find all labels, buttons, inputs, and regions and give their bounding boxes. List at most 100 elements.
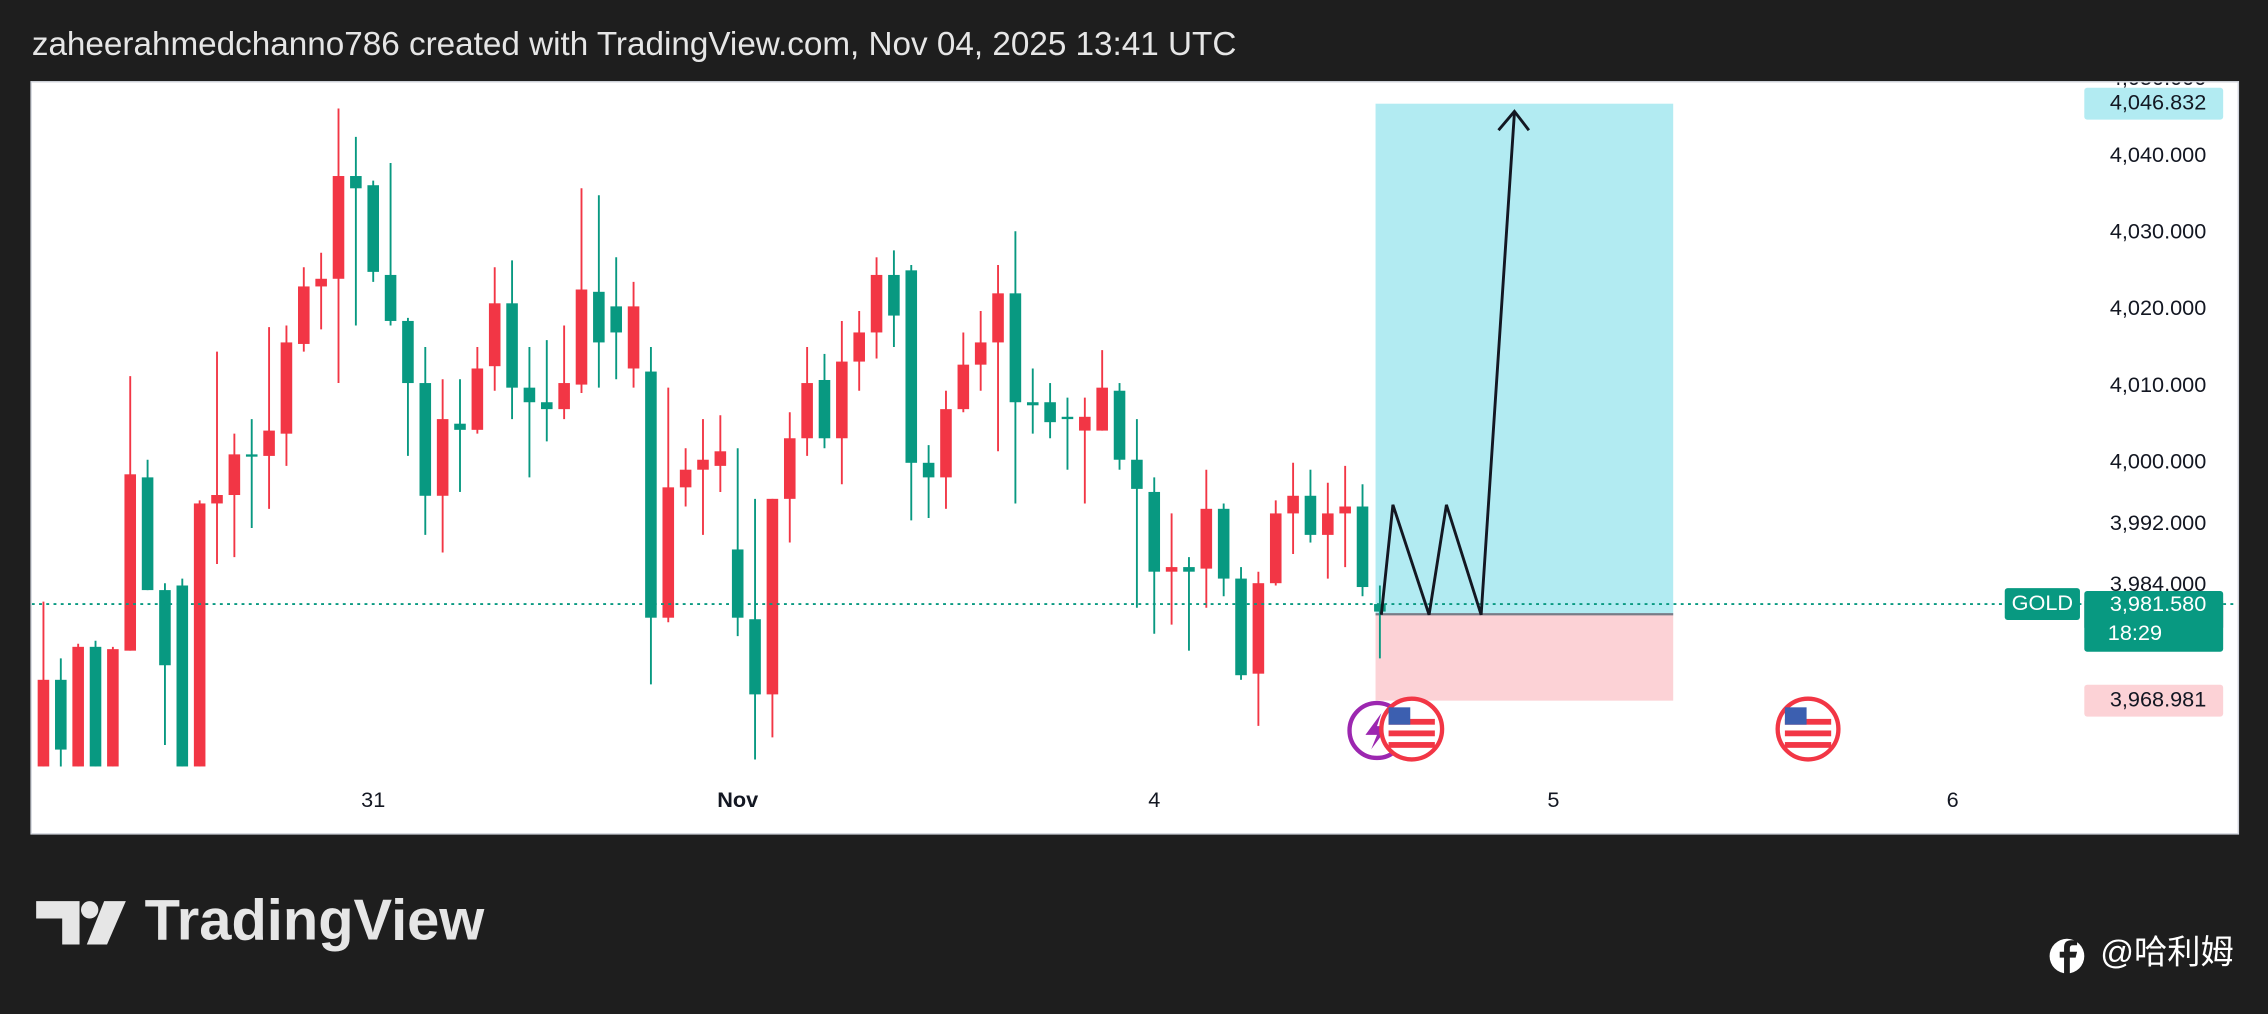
candle-body — [922, 462, 935, 478]
candle-body — [1374, 604, 1386, 612]
candle-body — [1044, 402, 1056, 423]
symbol-box — [2004, 588, 2080, 620]
candle-body — [228, 454, 241, 496]
event-icon-bolt — [1365, 713, 1389, 750]
candle-body — [1061, 416, 1074, 420]
candle-body — [89, 646, 102, 767]
last-price-label: 3,981.580 — [2110, 591, 2206, 616]
countdown-label: 18:29 — [2108, 620, 2162, 645]
candle-body — [488, 303, 501, 367]
candle-body — [1304, 495, 1317, 535]
projection-arrowhead — [1497, 109, 1531, 132]
y-tick-label: 4,020.000 — [2110, 295, 2206, 320]
candle-body — [888, 274, 900, 316]
x-tick-label: 6 — [1947, 787, 1959, 812]
watermark-icon — [2049, 938, 2085, 974]
candle-body — [783, 438, 796, 499]
candle-body — [679, 469, 692, 488]
candle-body — [1183, 567, 1195, 572]
plot-area — [30, 81, 2240, 835]
candle-body — [1009, 293, 1022, 403]
target-zone — [1375, 103, 1674, 615]
candle-body — [853, 332, 865, 362]
candle-body — [801, 383, 813, 439]
projection-path — [1379, 112, 1516, 616]
candle-body — [332, 176, 345, 279]
candle-body — [159, 590, 171, 666]
candle-body — [697, 459, 709, 470]
candle-body — [280, 342, 293, 434]
candle-body — [558, 383, 570, 410]
stop-zone — [1375, 614, 1674, 701]
candle-body — [575, 289, 588, 385]
candle-body — [454, 423, 466, 430]
brand-name: TradingView — [145, 889, 486, 953]
candle-body — [1217, 508, 1230, 579]
candle-body — [350, 176, 362, 189]
candle-body — [610, 306, 622, 333]
overlay-layer: 4,046.8323,980.2513,968.9813,981.58018:2… — [1347, 87, 2224, 762]
y-tick-label: 4,050.000 — [2110, 65, 2206, 90]
candle-body — [211, 495, 223, 504]
candle-body — [662, 487, 675, 618]
candle-body — [1235, 578, 1247, 676]
candle-body — [245, 454, 258, 457]
candle-body — [37, 679, 50, 767]
candle-body — [749, 619, 761, 695]
candle-body — [523, 387, 536, 403]
candle-body — [1165, 567, 1178, 572]
brand-logo — [36, 901, 126, 945]
stop-label: 3,968.981 — [2110, 686, 2206, 711]
flag-stripe — [1784, 718, 1832, 725]
flag-stripe — [1388, 730, 1435, 737]
candle-body — [940, 409, 952, 478]
flag-canton — [1388, 707, 1411, 725]
candle-body — [1026, 402, 1039, 406]
candle-body — [402, 320, 414, 384]
candle-body — [315, 278, 327, 287]
candle-body — [540, 402, 553, 410]
candle-body — [506, 303, 518, 388]
watermark: @哈利姆 — [2100, 934, 2234, 971]
candle-body — [1269, 513, 1282, 584]
candle-body — [1252, 583, 1265, 674]
plot-layer: 31 Nov 4 5 6 4,050.000 4,040.000 4,030.000 4,020… — [31, 65, 2238, 812]
candle-body — [818, 379, 831, 439]
candle-body — [627, 306, 640, 369]
candle-body — [731, 549, 744, 618]
candle-body — [471, 368, 484, 430]
y-tick-label: 4,000.000 — [2110, 449, 2206, 474]
candle-body — [419, 383, 432, 496]
candle-body — [1339, 506, 1351, 514]
candle-body — [645, 371, 657, 618]
candle-body — [1148, 491, 1161, 572]
candle-body — [176, 585, 189, 767]
candle-body — [298, 286, 310, 344]
candle-body — [55, 679, 67, 750]
y-tick-label: 4,040.000 — [2110, 142, 2206, 167]
candle-body — [836, 361, 848, 439]
x-tick-label: 31 — [361, 787, 385, 812]
flag-stripe — [1784, 730, 1832, 737]
stop-box — [2084, 684, 2224, 717]
candle-body — [107, 649, 119, 767]
target-label: 4,046.832 — [2110, 89, 2206, 114]
candle-body — [1287, 495, 1299, 514]
candle-body — [384, 274, 397, 321]
x-tick-label: 5 — [1547, 787, 1559, 812]
candle-body — [957, 364, 970, 410]
candle-body — [992, 293, 1004, 343]
candle-body — [1079, 416, 1091, 431]
last-price-box — [2084, 591, 2224, 652]
flag-stripe — [1388, 742, 1435, 748]
candle-body — [72, 646, 84, 767]
candle-body — [1200, 508, 1213, 569]
candle-body — [1356, 506, 1369, 588]
y-tick-label: 4,030.000 — [2110, 219, 2206, 244]
x-tick-label: Nov — [717, 787, 758, 812]
y-tick-label: 3,992.000 — [2110, 510, 2206, 535]
candle-body — [436, 419, 449, 496]
candle-body — [593, 291, 605, 343]
candle-body — [263, 430, 275, 456]
